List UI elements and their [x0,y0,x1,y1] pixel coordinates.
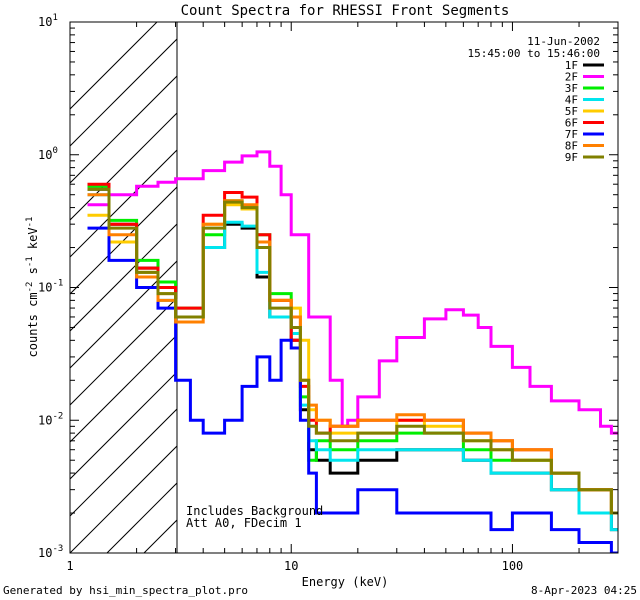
series-1F [87,187,618,532]
series-8F [87,193,618,515]
annotation-background: Includes Background [186,504,323,518]
chart-title: Count Spectra for RHESSI Front Segments [181,3,510,19]
hatch-line [70,75,177,184]
legend-label: 5F [565,105,578,118]
x-tick-label: 10 [284,559,298,573]
hatch-line [329,22,640,553]
hatch-line [70,371,177,480]
hatch-line [70,408,177,517]
timestamp: 8-Apr-2023 04:25 [531,584,637,597]
series-2F [87,150,618,435]
legend-label: 7F [565,128,578,141]
x-tick-labels: 1 10 100 [66,559,523,573]
legend-label: 1F [565,59,578,72]
series-5F [87,203,618,515]
y-tick-label: 100 [38,146,58,162]
x-axis-label: Energy (keV) [302,575,389,589]
hatch-line [625,22,640,553]
hatch-line [70,445,177,553]
series-9F [87,187,618,515]
legend-label: 8F [565,140,578,153]
y-tick-labels: 10-3 10-2 10-1 100 101 [38,13,63,560]
series-layer [87,150,618,553]
series-7F [87,226,618,553]
legend-label: 2F [565,71,578,84]
series-3F [87,184,618,515]
y-tick-label: 10-1 [38,279,63,295]
legend-label: 6F [565,117,578,130]
legend-label: 4F [565,94,578,107]
hatch-line [70,38,177,147]
y-tick-label: 101 [38,13,58,29]
hatch-line [70,297,177,406]
legend: 11-Jun-2002 15:45:00 to 15:46:00 1F2F3F4… [468,35,604,164]
legend-time: 15:45:00 to 15:46:00 [468,47,600,60]
x-tick-label: 1 [66,559,73,573]
x-tick-label: 100 [502,559,524,573]
series-4F [87,193,618,532]
legend-date: 11-Jun-2002 [527,35,600,48]
annotation-attenuator: Att A0, FDecim 1 [186,516,302,530]
y-tick-label: 10-2 [38,411,63,427]
hatch-line [70,223,177,332]
y-tick-label: 10-3 [38,544,63,560]
generated-by: Generated by hsi_min_spectra_plot.pro [3,584,248,597]
legend-label: 3F [565,82,578,95]
axis-ticks [69,21,619,554]
legend-label: 9F [565,151,578,164]
y-axis-label: counts cm-2 s-1 keV-1 [25,217,40,358]
